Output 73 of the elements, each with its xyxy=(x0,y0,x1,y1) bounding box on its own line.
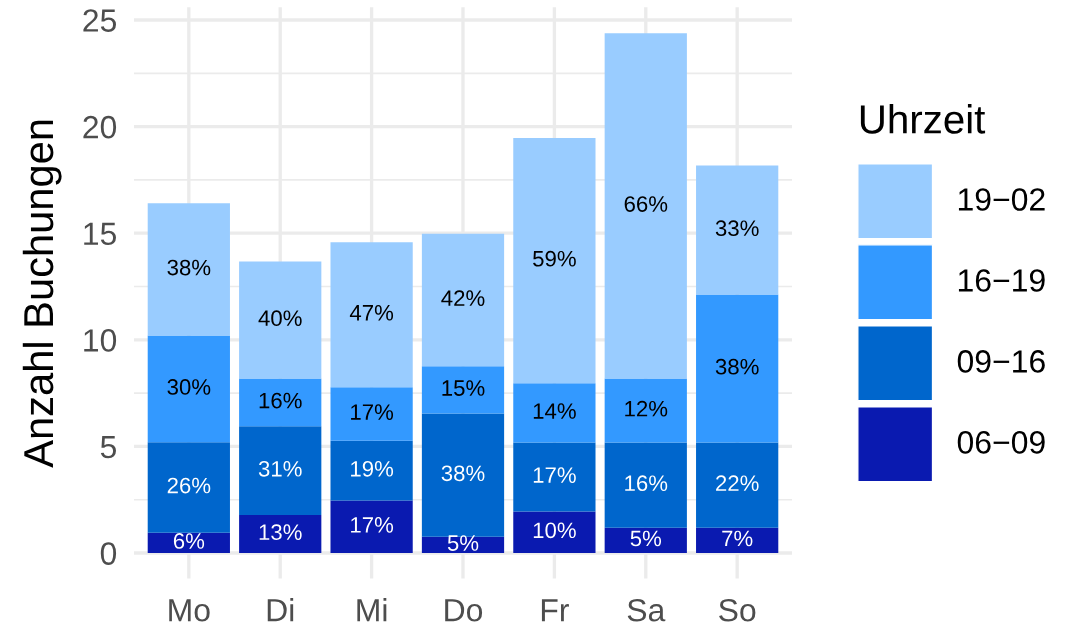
y-tick-label: 5 xyxy=(100,436,116,459)
bar xyxy=(513,137,596,384)
y-tick-label: 10 xyxy=(84,329,117,352)
legend-label: 16−19 xyxy=(958,269,1045,292)
bar xyxy=(513,383,596,443)
annotation: 17% xyxy=(351,517,394,533)
bar xyxy=(696,165,779,295)
bar xyxy=(421,233,505,367)
annotation: 42% xyxy=(441,290,485,306)
annotation: 10% xyxy=(533,522,576,539)
annotation: 7% xyxy=(722,530,753,547)
legend-label: 06−09 xyxy=(957,431,1045,454)
legend-label: 09−16 xyxy=(957,350,1045,373)
annotation: 30% xyxy=(167,379,211,395)
x-tick-label: Sa xyxy=(627,598,666,622)
annotation: 5% xyxy=(630,530,662,547)
annotation: 26% xyxy=(167,477,211,494)
y-tick-label: 20 xyxy=(83,115,117,139)
x-tick-label: So xyxy=(719,598,756,622)
annotation: 66% xyxy=(624,196,668,212)
bar xyxy=(513,511,596,554)
y-tick-label: 15 xyxy=(84,222,116,246)
bar xyxy=(604,378,687,443)
annotation: 40% xyxy=(258,310,302,327)
annotation: 16% xyxy=(625,475,668,492)
annotation: 13% xyxy=(259,524,302,540)
bar xyxy=(330,387,413,441)
x-tick-label: Mo xyxy=(169,599,210,622)
annotation: 12% xyxy=(625,400,668,417)
legend-title: Uhrzeit xyxy=(860,104,986,134)
bar xyxy=(696,442,779,528)
annotation: 31% xyxy=(258,460,302,477)
bar xyxy=(147,203,230,336)
annotation: 22% xyxy=(716,475,759,491)
bar xyxy=(513,442,596,512)
bar xyxy=(239,378,322,427)
bar xyxy=(147,442,230,533)
bar xyxy=(239,261,322,379)
annotation: 15% xyxy=(442,380,485,396)
bar xyxy=(696,294,779,443)
annotation: 33% xyxy=(715,220,759,237)
annotation: 17% xyxy=(351,404,394,420)
annotation: 5% xyxy=(447,535,479,551)
annotation: 59% xyxy=(533,250,576,267)
bar xyxy=(330,440,413,501)
annotation: 14% xyxy=(533,403,576,419)
annotation: 38% xyxy=(715,358,759,375)
bar xyxy=(604,442,687,528)
bar xyxy=(330,242,413,388)
bar xyxy=(147,335,230,443)
annotation: 17% xyxy=(533,467,576,483)
y-axis-title: Anzahl Buchungen xyxy=(22,120,62,468)
y-tick-label: 0 xyxy=(100,542,117,565)
x-tick-label: Mi xyxy=(357,598,387,622)
annotation: 19% xyxy=(351,460,394,477)
annotation: 38% xyxy=(441,465,485,482)
bar xyxy=(239,426,322,516)
annotation: 47% xyxy=(349,304,394,321)
bar xyxy=(696,527,779,554)
annotation: 38% xyxy=(167,259,211,276)
y-tick-label: 25 xyxy=(83,9,116,32)
bar xyxy=(239,515,322,554)
bar xyxy=(421,413,505,537)
x-tick-label: Di xyxy=(267,598,294,622)
bar xyxy=(421,366,505,414)
legend-label: 19−02 xyxy=(958,188,1045,211)
bar xyxy=(604,33,687,379)
x-tick-label: Do xyxy=(445,599,483,622)
x-tick-label: Fr xyxy=(541,599,569,622)
annotation: 16% xyxy=(259,392,302,409)
bar xyxy=(604,527,687,554)
annotation: 6% xyxy=(173,533,205,549)
bar xyxy=(330,500,413,554)
